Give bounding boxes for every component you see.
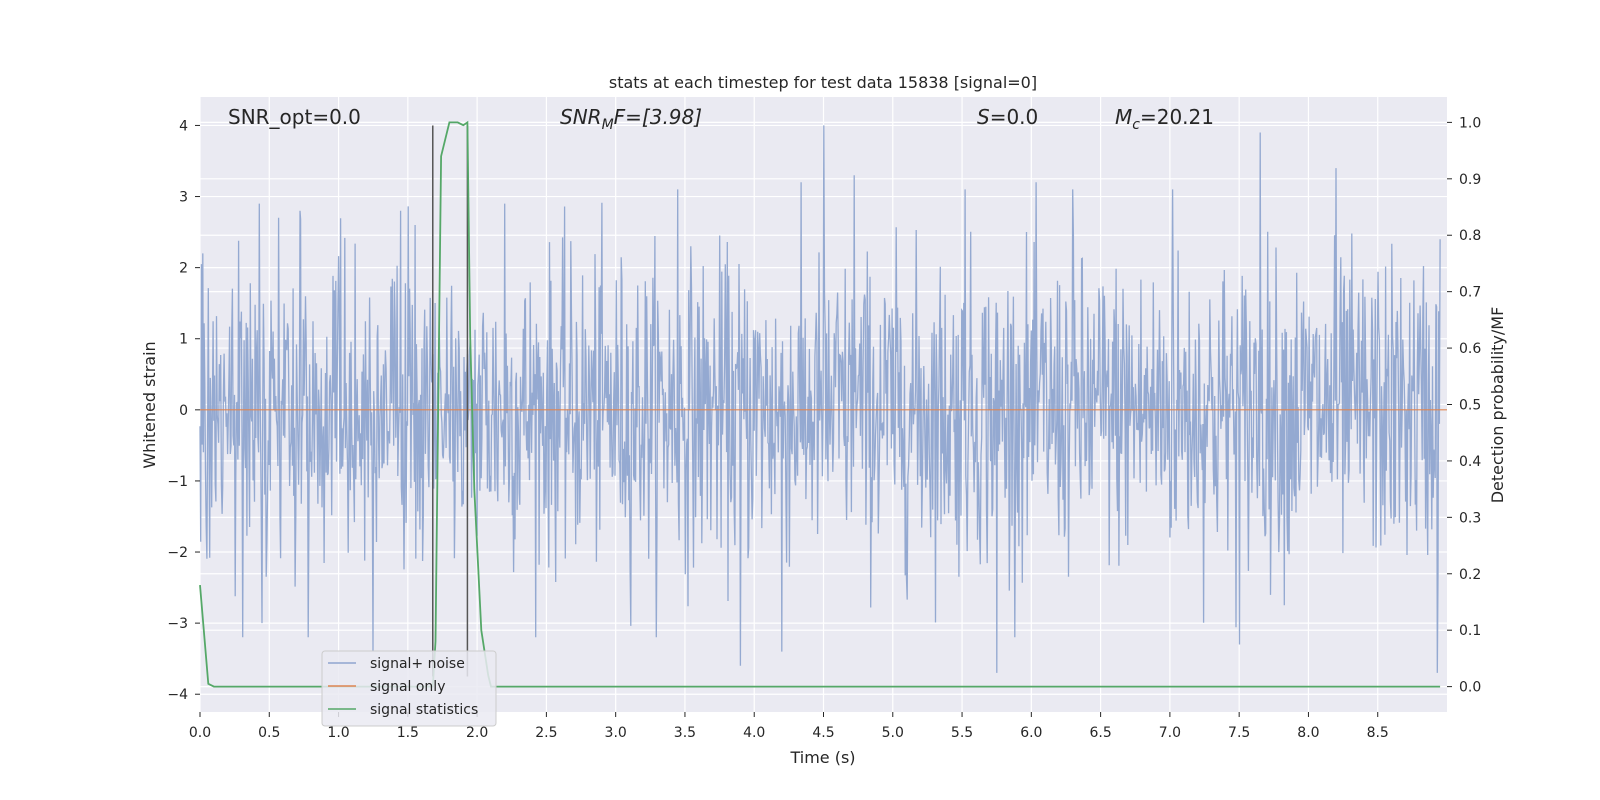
legend-label-signal-only: signal only [370,679,445,695]
legend-label-signal-statistics: signal statistics [370,702,478,718]
x-tick-label: 5.0 [882,725,904,741]
right-y-tick-label: 1.0 [1459,115,1481,131]
right-y-axis-ticks: 1.0 0.9 0.8 0.7 0.6 0.5 0.4 0.3 0.2 0.1 0.0 [1447,115,1481,696]
annotation-snr-opt: SNR_opt=0.0 [228,105,361,129]
x-tick-label: 5.5 [951,725,973,741]
x-tick-label: 2.0 [466,725,488,741]
signal-statistics-line [199,120,1441,688]
right-y-tick-label: 0.7 [1459,285,1481,301]
right-y-tick-label: 0.4 [1459,454,1481,470]
legend: signal+ noise signal only signal statist… [321,650,497,727]
right-y-tick-label: 0.6 [1459,341,1481,357]
y-tick-label: −2 [167,545,188,561]
right-y-tick-label: 0.1 [1459,623,1481,639]
right-y-tick-label: 0.2 [1459,567,1481,583]
x-tick-label: 4.0 [743,725,765,741]
signal-statistics-series [199,120,1441,688]
y-axis-ticks: 4 3 2 1 0 −1 −2 −3 −4 [167,118,200,703]
vertical-markers [432,125,469,677]
annotation-mc: Mc=20.21 [1115,105,1214,133]
annotation-snr-mf-main: SNR [560,105,602,129]
y-tick-label: 2 [179,261,188,277]
x-tick-label: 6.5 [1089,725,1111,741]
right-y-tick-label: 0.9 [1459,172,1481,188]
y-tick-label: −3 [167,616,188,632]
right-y-tick-label: 0.5 [1459,398,1481,414]
chart-title: stats at each timestep for test data 158… [609,73,1037,92]
right-y-axis-label: Detection probability/MF [1488,307,1507,504]
y-axis-label: Whitened strain [140,341,159,468]
x-axis-ticks: 0.0 0.5 1.0 1.5 2.0 2.5 3.0 3.5 4.0 4.5 5.0 5.5 6.0 6… [189,712,1389,741]
y-tick-label: 3 [179,190,188,206]
x-tick-label: 7.5 [1228,725,1250,741]
x-axis-label: Time (s) [789,748,855,767]
x-tick-label: 0.0 [189,725,211,741]
x-tick-label: 7.0 [1159,725,1181,741]
legend-label-signal-noise: signal+ noise [370,656,465,672]
x-tick-label: 3.0 [605,725,627,741]
x-tick-label: 8.0 [1297,725,1319,741]
y-tick-label: 4 [179,118,188,134]
annotation-mc-main: M [1115,105,1132,129]
annotation-mc-sub: c [1132,117,1140,133]
annotation-s-main: S [977,105,990,129]
y-tick-label: 1 [179,332,188,348]
right-y-tick-label: 0.3 [1459,510,1481,526]
annotation-mc-rest: =20.21 [1140,105,1214,129]
x-tick-label: 4.5 [812,725,834,741]
right-y-tick-label: 0.8 [1459,228,1481,244]
annotation-s: S=0.0 [977,105,1038,129]
annotation-snr-mf: SNRMF=[3.98] [560,105,702,133]
x-tick-label: 1.5 [397,725,419,741]
annotation-snr-mf-rest: F=[3.98] [614,105,702,129]
annotation-s-rest: =0.0 [990,105,1039,129]
right-y-tick-label: 0.0 [1459,680,1481,696]
annotation-snr-mf-sub: M [602,117,614,133]
x-tick-label: 1.0 [327,725,349,741]
x-tick-label: 8.5 [1367,725,1389,741]
x-tick-label: 0.5 [258,725,280,741]
plot-area [199,97,1447,712]
legend-box [321,650,497,727]
x-tick-label: 6.0 [1020,725,1042,741]
y-tick-label: 0 [179,403,188,419]
x-tick-label: 3.5 [674,725,696,741]
y-tick-label: −1 [167,474,188,490]
x-tick-label: 2.5 [535,725,557,741]
y-tick-label: −4 [167,687,188,703]
